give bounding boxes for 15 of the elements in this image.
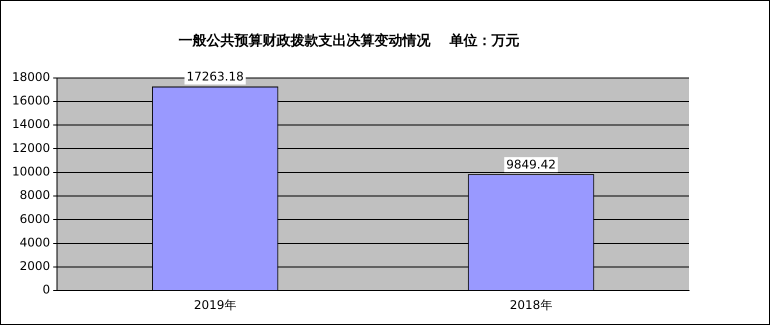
y-tick-label: 0 [42,282,50,297]
y-tick-label: 14000 [12,117,50,132]
x-tick-label: 2019年 [194,298,236,312]
data-label: 9849.42 [506,157,556,172]
y-tick-label: 4000 [20,235,50,250]
x-tick-label: 2018年 [510,298,552,312]
y-tick-label: 8000 [20,188,50,202]
y-tick-label: 10000 [12,164,50,179]
y-tick-label: 2000 [20,259,50,274]
chart-title: 一般公共预算财政拨款支出决算变动情况 单位：万元 [178,32,520,50]
y-tick-label: 18000 [12,70,50,84]
data-label: 17263.18 [186,70,244,84]
y-tick-label: 12000 [12,140,50,155]
y-tick-label: 6000 [20,212,50,226]
y-tick-label: 16000 [12,94,50,108]
